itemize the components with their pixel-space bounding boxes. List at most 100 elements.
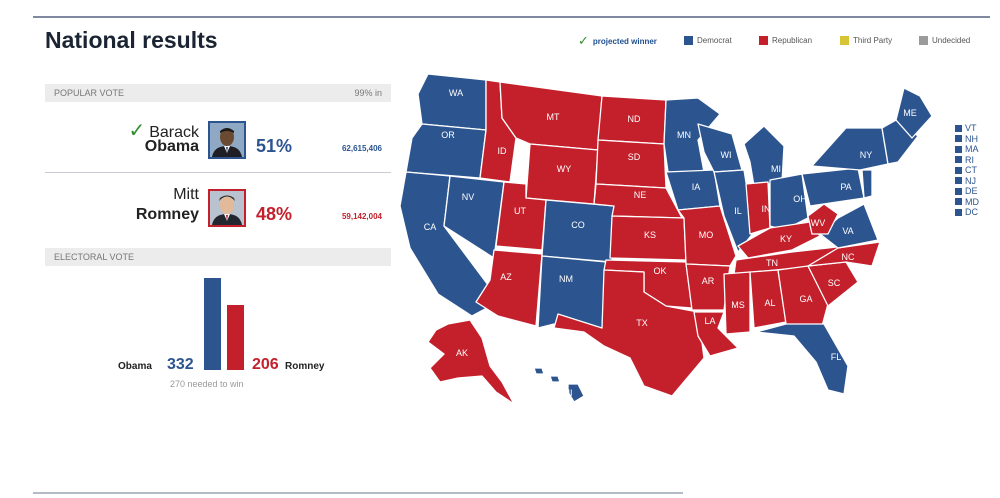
small-state-de: DE [955, 186, 979, 197]
state-label-fl: FL [831, 352, 842, 362]
candidate-first-name: Mitt [173, 186, 199, 203]
state-label-wy: WY [557, 164, 572, 174]
state-ms [723, 271, 751, 335]
state-label-oh: OH [793, 194, 807, 204]
electoral-vote-header: ELECTORAL VOTE [45, 248, 391, 266]
small-state-ri: RI [955, 155, 979, 166]
romney-electoral-bar [227, 305, 244, 370]
obama-ev-label: Obama [118, 361, 152, 372]
state-wi [697, 123, 743, 173]
needed-to-win-note: 270 needed to win [170, 379, 244, 389]
state-ny [811, 127, 889, 171]
state-label-ne: NE [634, 190, 647, 200]
obama-ev-count: 332 [167, 356, 194, 373]
small-state-nj: NJ [955, 176, 979, 187]
state-az [475, 249, 543, 327]
legend-swatch [759, 36, 768, 45]
candidate-row-obama: ✓ Barack Obama 51% 62,615,406 [45, 112, 391, 173]
state-label-hi: HI [564, 388, 573, 398]
legend-democrat: Democrat [684, 36, 732, 45]
state-label-la: LA [704, 316, 715, 326]
state-label-tn: TN [766, 258, 778, 268]
state-mn [663, 97, 721, 173]
state-label-wa: WA [449, 88, 463, 98]
state-mi [743, 125, 785, 187]
state-label-in: IN [762, 204, 771, 214]
state-sd [595, 139, 667, 189]
state-label-nm: NM [559, 274, 573, 284]
small-state-nh: NH [955, 134, 979, 145]
obama-portrait [208, 121, 246, 159]
legend-swatch [919, 36, 928, 45]
page-title: National results [45, 27, 218, 53]
state-label-pa: PA [840, 182, 851, 192]
state-label-sc: SC [828, 278, 841, 288]
candidate-first-name: ✓ Barack [128, 120, 199, 142]
state-wy [525, 143, 599, 205]
state-label-al: AL [764, 298, 775, 308]
small-state-dc: DC [955, 207, 979, 218]
electoral-vote-chart: Obama 332 206 Romney 270 needed to win [45, 270, 391, 400]
state-label-id: ID [498, 146, 508, 156]
state-la [693, 311, 739, 357]
candidate-percent: 51% [256, 136, 293, 156]
state-pa [801, 167, 865, 207]
state-me [895, 87, 933, 139]
state-label-ok: OK [653, 266, 666, 276]
state-label-or: OR [441, 130, 455, 140]
candidate-last-name: Romney [135, 206, 199, 223]
romney-ev-label: Romney [285, 361, 325, 372]
state-label-ar: AR [702, 276, 715, 286]
top-rule [33, 16, 990, 18]
state-label-ga: GA [799, 294, 812, 304]
candidate-row-romney: Mitt Romney 48% 59,142,004 [45, 180, 391, 240]
state-label-wi: WI [721, 150, 732, 160]
us-election-map: WA OR CA NV ID MT WY UT AZ CO NM ND SD NE KS OK TX MN IA MO… [399, 73, 933, 405]
state-label-ca: CA [424, 222, 437, 232]
candidate-percent: 48% [256, 204, 293, 224]
obama-electoral-bar [204, 278, 221, 370]
legend-swatch [684, 36, 693, 45]
state-label-mi: MI [771, 164, 781, 174]
state-nj [861, 169, 873, 199]
state-label-co: CO [571, 220, 585, 230]
state-wv [807, 203, 839, 235]
state-co [541, 199, 615, 263]
state-label-nv: NV [462, 192, 475, 202]
state-label-nc: NC [842, 252, 855, 262]
state-nm [537, 255, 607, 329]
legend-republican: Republican [759, 36, 812, 45]
state-label-va: VA [842, 226, 853, 236]
map-legend: ✓ projected winner Democrat Republican T… [578, 33, 988, 50]
romney-portrait [208, 189, 246, 227]
state-label-me: ME [903, 108, 917, 118]
popular-vote-header: POPULAR VOTE 99% in [45, 84, 391, 102]
state-label-mn: MN [677, 130, 691, 140]
state-label-ms: MS [731, 300, 745, 310]
state-label-mo: MO [699, 230, 714, 240]
state-label-tx: TX [636, 318, 648, 328]
state-label-ut: UT [514, 206, 526, 216]
candidate-vote-count: 62,615,406 [341, 144, 382, 153]
bottom-rule [33, 492, 683, 494]
state-label-sd: SD [628, 152, 641, 162]
state-label-il: IL [734, 206, 742, 216]
legend-third-party: Third Party [840, 36, 892, 45]
check-icon: ✓ [578, 33, 589, 48]
state-nc [807, 241, 881, 267]
state-label-ks: KS [644, 230, 656, 240]
winner-check-icon: ✓ [128, 120, 146, 142]
candidate-last-name: Obama [144, 138, 199, 155]
state-ak [427, 319, 515, 405]
legend-swatch [840, 36, 849, 45]
small-states-list: VT NH MA RI CT NJ DE MD DC [955, 123, 979, 218]
state-label-ak: AK [456, 348, 468, 358]
legend-projected-winner: ✓ projected winner [578, 33, 657, 48]
small-state-vt: VT [955, 123, 979, 134]
small-state-md: MD [955, 197, 979, 208]
state-wa [417, 73, 487, 131]
state-label-mt: MT [547, 112, 560, 122]
state-label-ky: KY [780, 234, 792, 244]
state-ar [685, 263, 731, 311]
state-label-ny: NY [860, 150, 873, 160]
